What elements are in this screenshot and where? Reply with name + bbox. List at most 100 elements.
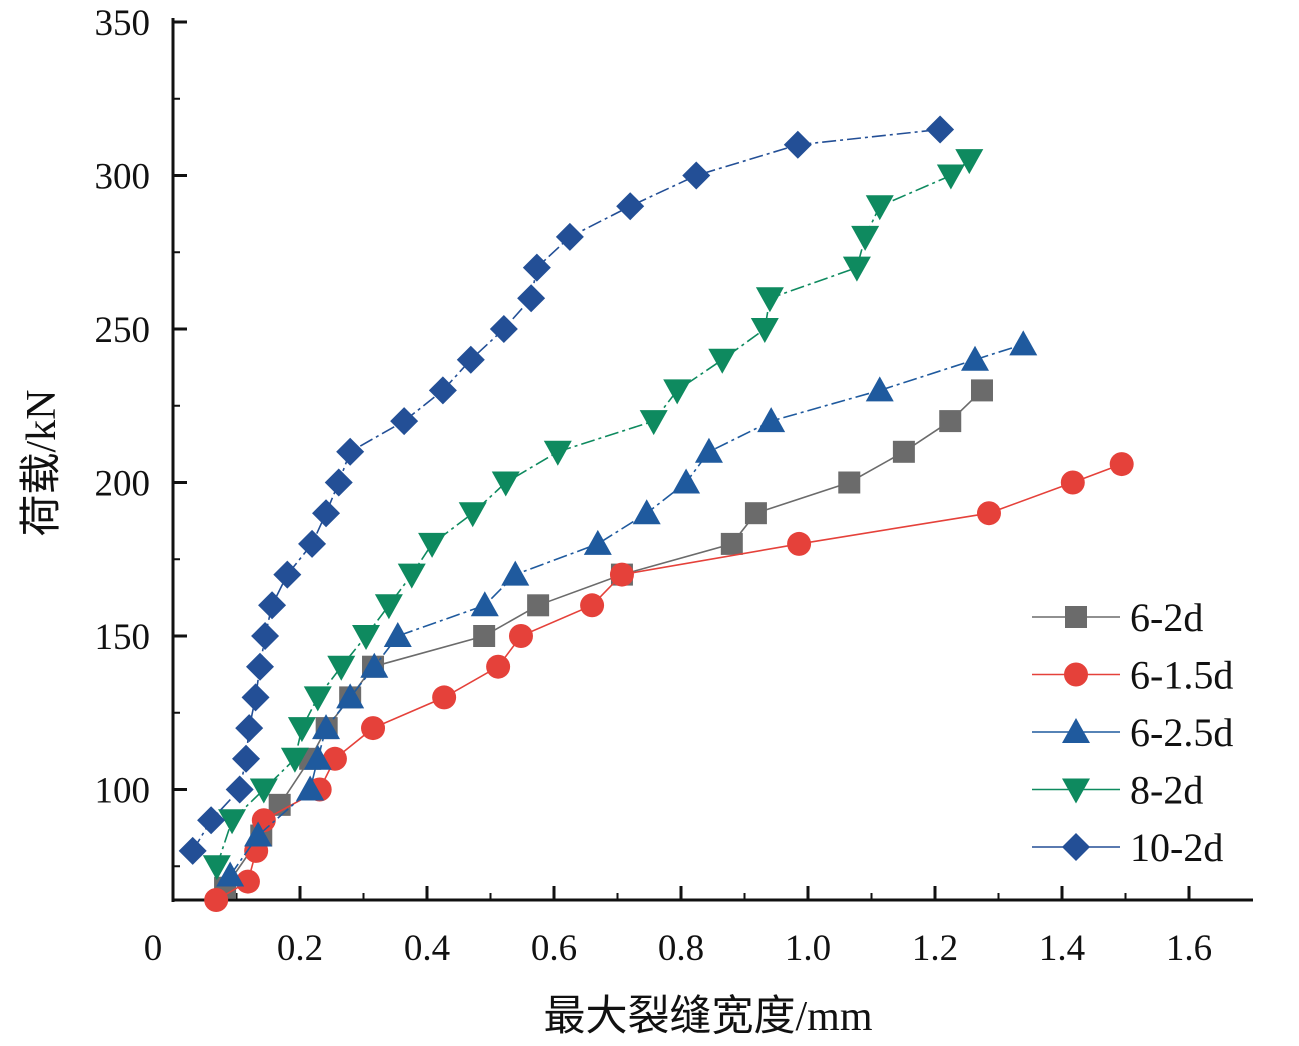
legend-marker [1064,662,1088,687]
data-point [218,809,247,835]
data-point [632,499,661,525]
legend-item: 8-2d [1032,768,1203,813]
x-tick-label: 1.0 [785,928,831,969]
data-point [397,563,426,589]
data-point [1060,470,1085,495]
y-tick-label: 150 [95,617,151,658]
data-point [216,861,245,887]
data-point [616,192,645,221]
data-point [708,348,737,374]
data-point [517,284,546,313]
data-point [456,345,485,374]
data-point [508,624,533,648]
data-point [204,888,229,913]
data-point [298,529,327,558]
data-point [241,683,270,712]
data-point [527,594,550,617]
data-point [501,560,530,586]
series-6-1.5d [204,452,1134,913]
data-point [361,716,386,741]
data-point [178,836,207,865]
data-point [418,532,447,558]
series-line [215,463,1122,901]
y-tick-label: 200 [95,464,151,505]
data-point [470,591,499,617]
x-tick-label: 0 [144,928,163,969]
data-point [432,685,457,710]
data-point [851,225,880,251]
legend-marker [1065,606,1087,628]
legend-label: 6-1.5d [1130,653,1233,698]
data-point [522,253,551,282]
x-tick-label: 0.6 [531,928,577,969]
legend-marker [1062,833,1090,861]
data-point [842,256,871,282]
data-point [336,437,365,466]
data-point [352,625,381,650]
data-point [235,714,264,743]
data-point [312,714,341,740]
data-point [273,560,302,589]
x-tick-label: 1.2 [912,928,958,969]
data-point [312,499,341,528]
legend-label: 6-2.5d [1130,710,1233,755]
data-point [491,471,520,497]
data-point [865,195,894,221]
series-line [224,389,983,889]
data-point [720,532,743,555]
legend-label: 10-2d [1130,825,1223,870]
data-point [428,376,457,405]
data-point [489,315,518,343]
data-point [744,502,767,525]
legend-label: 6-2d [1130,595,1203,640]
data-point [583,529,612,555]
series-10-2d [178,115,955,865]
data-point [892,440,915,463]
legend-item: 6-2.5d [1032,710,1233,755]
series-line [229,343,1024,876]
data-point [258,591,287,620]
data-point [268,793,291,816]
axes: 0 0.2 0.4 0.6 0.8 1.0 1.2 1.4 1.6 100 150 200 250 300… [95,3,1253,969]
data-point [976,501,1001,526]
data-point [374,594,403,620]
data-point [458,502,487,528]
data-point [663,379,692,405]
legend-item: 6-2d [1032,595,1203,640]
data-point [251,622,280,650]
x-tick-label: 0.8 [658,928,704,969]
x-tick-label: 0.2 [277,928,323,969]
legend-item: 6-1.5d [1032,653,1233,698]
data-point [926,115,955,144]
data-point [543,440,572,466]
data-point [755,287,784,313]
legend-item: 10-2d [1032,825,1223,870]
y-tick-label: 100 [95,771,151,812]
data-point [787,531,812,556]
data-point [1109,452,1134,477]
data-point [672,468,701,494]
legend-label: 8-2d [1130,768,1203,813]
series-8-2d [202,149,984,881]
data-point [783,130,812,159]
data-point [939,410,962,433]
data-point [232,744,261,773]
x-tick-label: 1.6 [1166,928,1212,969]
data-point [197,806,226,835]
data-point [750,318,779,343]
data-point [609,562,634,587]
series-6-2d [214,379,993,899]
data-point [1009,330,1038,356]
data-point [639,410,668,436]
data-point [955,149,984,175]
data-point [235,869,260,894]
series-6-2.5d [216,330,1038,887]
legend-marker [1062,718,1090,743]
data-point [961,345,990,371]
data-point [970,379,993,402]
data-point [486,654,511,679]
data-point [225,775,254,804]
data-point [324,468,353,497]
data-point [555,222,584,251]
data-point [249,778,278,804]
